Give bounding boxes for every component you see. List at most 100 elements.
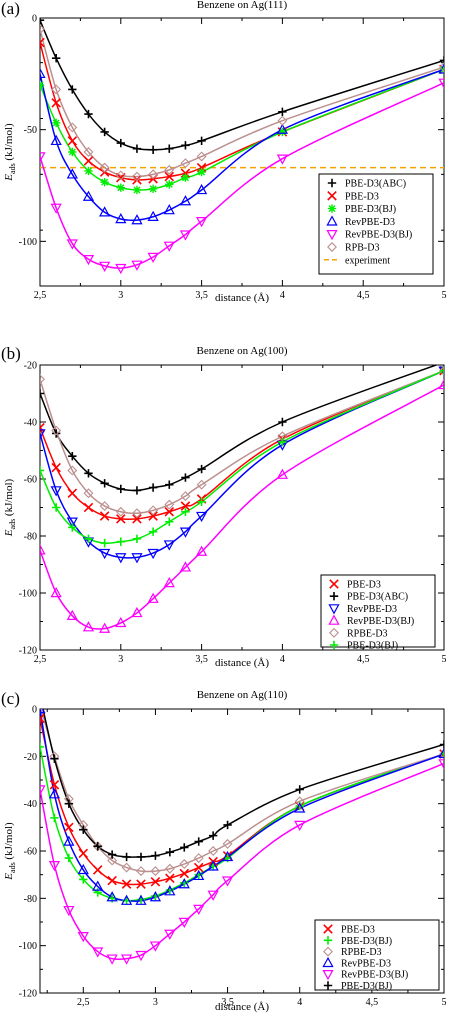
data-point [40, 466, 45, 475]
legend-marker [329, 579, 339, 589]
chart-title: Benzene on Ag(111) [197, 0, 288, 11]
legend-label: PBE-D3 [347, 580, 381, 591]
data-point [63, 905, 75, 917]
data-point [196, 151, 207, 162]
data-point [132, 514, 142, 524]
legend-box [314, 919, 440, 991]
data-point [164, 171, 175, 182]
data-point [100, 127, 109, 137]
data-point [51, 503, 61, 512]
data-point [64, 822, 74, 833]
data-point [99, 206, 111, 217]
data-point [40, 389, 45, 398]
data-point [148, 169, 159, 180]
legend-label: RPBE-D3 [341, 947, 382, 958]
data-point [63, 835, 75, 846]
y-axis-label: Eads (kJ/mol) [3, 822, 17, 881]
data-point [83, 147, 94, 157]
legend-label: RPBE-D3 [347, 628, 388, 639]
data-point [82, 255, 95, 266]
y-tick-label: -60 [24, 847, 37, 858]
data-point [68, 147, 77, 157]
data-point [148, 511, 158, 521]
legend-label: RevPBE-D3 [345, 217, 395, 228]
data-point [122, 852, 131, 862]
data-point [136, 852, 146, 862]
data-point [115, 506, 126, 517]
data-point [40, 24, 45, 35]
series-line-1 [40, 370, 444, 521]
data-point [131, 260, 143, 271]
data-point [147, 592, 159, 603]
legend-label: PBE-D3(BJ) [347, 641, 398, 652]
data-point [51, 462, 61, 473]
series-line-3 [40, 709, 444, 873]
data-point [132, 144, 142, 153]
data-point [84, 534, 93, 544]
data-point [195, 183, 208, 195]
chart-panel-3: Benzene on Ag(110) (c) 2,5 3 3,5 4 4,5 5 0 -20 -40… [1, 689, 447, 1013]
data-point [82, 190, 95, 201]
data-point [132, 534, 142, 544]
data-point [131, 214, 143, 225]
legend-label: PBE-D3(BJ) [341, 981, 392, 992]
data-point [48, 861, 61, 872]
x-tick-label: 4 [297, 997, 302, 1008]
data-point [439, 62, 444, 73]
legend: PBE-D3PBE-D3(BJ)RPBE-D3RevPBE-D3RevPBE-D… [314, 919, 440, 992]
plot-area [40, 18, 444, 275]
y-axis-label: Eads (kJ/mol) [3, 478, 17, 537]
y-tick-label: -40 [24, 799, 37, 810]
legend-marker [323, 946, 333, 957]
data-point [99, 511, 110, 521]
data-point [193, 853, 204, 864]
series-line-5 [40, 82, 444, 269]
data-point [48, 788, 61, 799]
data-point [439, 748, 444, 759]
data-point [64, 799, 74, 808]
data-point [51, 429, 61, 438]
legend-label: RevPBE-D3 [347, 604, 397, 615]
data-point [99, 162, 110, 173]
data-point [222, 838, 233, 849]
data-point [149, 941, 162, 952]
data-point [196, 162, 207, 173]
y-tick-label: -80 [24, 894, 37, 905]
data-point [66, 239, 78, 250]
x-tick-label: 4 [280, 290, 285, 301]
data-point [51, 98, 61, 108]
data-point [132, 175, 142, 185]
data-point [115, 263, 127, 275]
data-point [64, 853, 74, 863]
data-point [147, 548, 159, 560]
data-point [178, 878, 190, 889]
legend-label: RevPBE-D3(BJ) [341, 970, 408, 981]
data-point [107, 855, 118, 866]
legend-marker [323, 924, 333, 934]
data-point [195, 511, 208, 523]
data-point [79, 875, 88, 884]
data-point [51, 54, 61, 63]
data-point [116, 138, 125, 148]
data-point [50, 813, 59, 823]
legend-marker [329, 627, 339, 638]
data-point [120, 894, 133, 905]
data-point [197, 464, 206, 474]
data-point [115, 553, 127, 564]
data-point [164, 507, 175, 517]
data-point [40, 80, 45, 90]
data-point [115, 616, 127, 628]
data-point [179, 868, 190, 879]
data-point [276, 123, 289, 134]
data-point [164, 499, 175, 510]
chart-panel-2: Benzene on Ag(100) (b) 2,5 3 3,5 4 4,5 5 -20 -40 -… [1, 344, 447, 669]
data-point [67, 122, 78, 133]
y-tick-label: -40 [24, 418, 37, 429]
data-point [148, 527, 158, 536]
chart-title: Benzene on Ag(110) [197, 689, 288, 701]
data-point [67, 488, 78, 499]
legend-label: RevPBE-D3(BJ) [345, 230, 412, 241]
y-tick-label: -100 [19, 237, 37, 248]
series-line-1 [40, 19, 444, 151]
data-point [207, 860, 219, 871]
